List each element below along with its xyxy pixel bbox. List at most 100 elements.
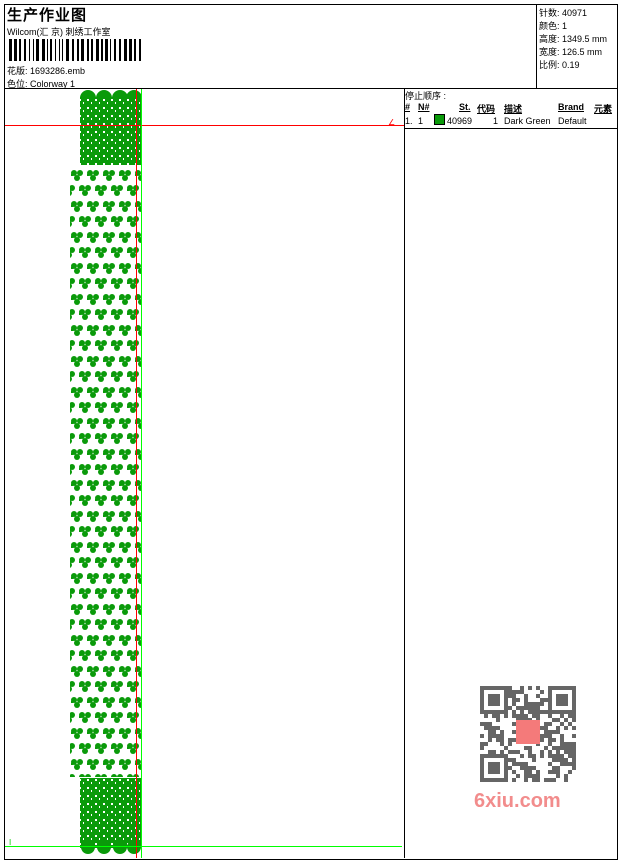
qr-module — [496, 734, 500, 738]
qr-module — [504, 714, 508, 718]
qr-module — [496, 702, 500, 706]
qr-module — [572, 758, 576, 762]
qr-module — [536, 706, 540, 710]
qr-module — [568, 722, 572, 726]
qr-module — [564, 750, 568, 754]
qr-module — [492, 734, 496, 738]
qr-module — [504, 706, 508, 710]
qr-module — [488, 750, 492, 754]
barcode-bar — [110, 39, 111, 61]
barcode-bar — [24, 39, 26, 61]
qr-module — [512, 758, 516, 762]
qr-module — [572, 690, 576, 694]
qr-module — [536, 710, 540, 714]
qr-module — [524, 778, 528, 782]
qr-module — [508, 706, 512, 710]
barcode-bar — [14, 39, 17, 61]
qr-module — [488, 738, 492, 742]
qr-module — [480, 746, 484, 750]
qr-module — [528, 710, 532, 714]
qr-module — [528, 750, 532, 754]
qr-module — [480, 758, 484, 762]
qr-module — [548, 762, 552, 766]
qr-module — [492, 778, 496, 782]
qr-module — [492, 762, 496, 766]
design-width: 宽度: 126.5 mm — [539, 47, 603, 57]
top-fill-block — [80, 97, 141, 165]
qr-module — [556, 726, 560, 730]
qr-module — [488, 694, 492, 698]
barcode-bar — [134, 39, 136, 61]
qr-module — [520, 710, 524, 714]
qr-module — [504, 698, 508, 702]
barcode-bar — [105, 39, 108, 61]
qr-module — [504, 746, 508, 750]
qr-module — [520, 762, 524, 766]
row-index: 1. — [405, 116, 413, 126]
qr-module — [492, 766, 496, 770]
qr-module — [540, 698, 544, 702]
qr-module — [568, 714, 572, 718]
qr-module — [564, 774, 568, 778]
qr-module — [564, 778, 568, 782]
qr-module — [564, 746, 568, 750]
qr-module — [532, 714, 536, 718]
qr-module — [508, 766, 512, 770]
col-brand: Brand — [558, 102, 585, 112]
qr-module — [480, 702, 484, 706]
qr-module — [516, 698, 520, 702]
qr-module — [548, 730, 552, 734]
qr-module — [492, 726, 496, 730]
qr-module — [548, 714, 552, 718]
qr-module — [552, 738, 556, 742]
barcode-bar — [36, 39, 39, 61]
qr-module — [500, 734, 504, 738]
qr-module — [560, 758, 564, 762]
table-divider — [405, 128, 617, 129]
qr-module — [536, 686, 540, 690]
qr-module — [488, 698, 492, 702]
qr-module — [548, 690, 552, 694]
qr-module — [548, 722, 552, 726]
seal-logo — [516, 720, 540, 744]
stop-sequence-title: 停止顺序 : — [405, 91, 447, 101]
design-height: 高度: 1349.5 mm — [539, 34, 608, 44]
qr-module — [500, 750, 504, 754]
qr-module — [520, 706, 524, 710]
qr-module — [568, 746, 572, 750]
qr-module — [564, 694, 568, 698]
qr-module — [484, 754, 488, 758]
barcode-bar — [62, 39, 63, 61]
qr-module — [488, 686, 492, 690]
barcode-bar — [114, 39, 116, 61]
page-title: 生产作业图 — [7, 7, 88, 24]
row-description: Dark Green — [504, 116, 551, 126]
qr-code — [480, 686, 576, 782]
qr-module — [520, 686, 524, 690]
barcode-bar — [124, 39, 127, 61]
qr-module — [512, 762, 516, 766]
qr-module — [572, 718, 576, 722]
qr-module — [488, 762, 492, 766]
qr-module — [532, 706, 536, 710]
qr-module — [484, 722, 488, 726]
qr-module — [564, 698, 568, 702]
qr-module — [556, 766, 560, 770]
qr-module — [512, 690, 516, 694]
qr-module — [500, 738, 504, 742]
qr-module — [504, 694, 508, 698]
qr-module — [540, 702, 544, 706]
watermark: 6xiu.com — [470, 680, 585, 815]
qr-module — [552, 686, 556, 690]
qr-module — [560, 746, 564, 750]
qr-module — [524, 694, 528, 698]
barcode-bar — [9, 39, 12, 61]
qr-module — [480, 694, 484, 698]
qr-module — [520, 690, 524, 694]
qr-module — [552, 758, 556, 762]
qr-module — [572, 698, 576, 702]
qr-module — [568, 770, 572, 774]
qr-module — [508, 750, 512, 754]
qr-module — [480, 722, 484, 726]
barcode-bar — [96, 39, 99, 61]
